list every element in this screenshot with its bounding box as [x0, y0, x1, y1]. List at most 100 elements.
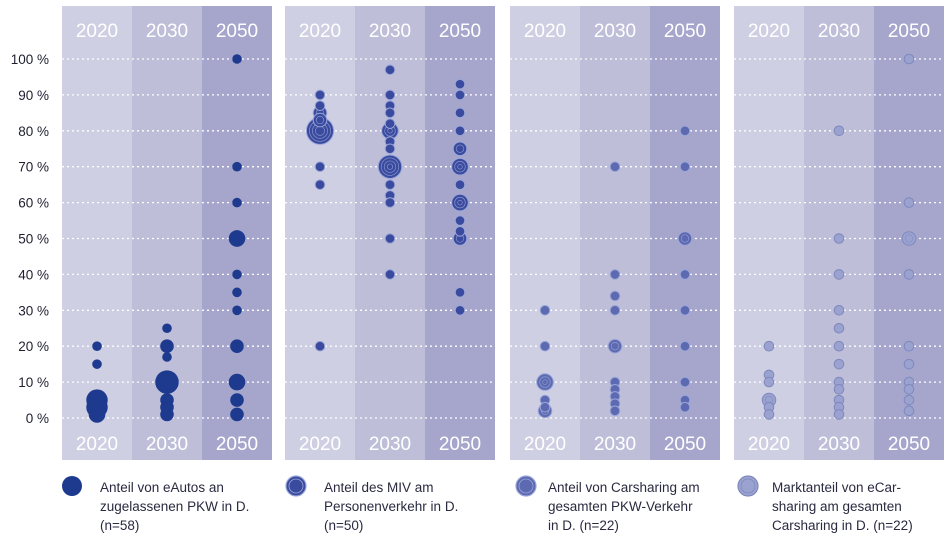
data-bubble — [609, 290, 621, 302]
data-bubble — [903, 405, 915, 417]
data-bubble — [679, 125, 691, 137]
legend-label-line: Marktanteil von eCar- — [772, 480, 901, 495]
data-bubble — [679, 269, 691, 280]
data-bubble — [384, 143, 396, 155]
y-tick-label: 100 % — [11, 52, 49, 67]
panel-3: 2020 2020 2030 2030 2050 2050 — [510, 6, 720, 460]
data-bubble — [232, 305, 242, 316]
column-background-2020 — [734, 6, 804, 460]
column-title-bottom: 2050 — [888, 434, 930, 455]
data-bubble — [384, 197, 396, 208]
data-bubble — [384, 89, 396, 101]
data-bubble-ring — [539, 376, 551, 388]
data-bubble — [228, 373, 246, 391]
data-bubble — [162, 352, 172, 362]
legend-label-line: (n=50) — [324, 518, 363, 533]
data-bubble — [314, 100, 326, 111]
data-bubble — [230, 393, 244, 407]
data-bubble — [377, 154, 403, 179]
data-bubble — [384, 179, 396, 190]
data-bubble — [160, 407, 174, 422]
data-bubble-ring — [454, 161, 466, 173]
y-tick-label: 10 % — [18, 375, 49, 390]
legend-item-1: Anteil von eAutos an zugelassenen PKW in … — [62, 476, 249, 533]
data-bubble-ring — [315, 115, 325, 125]
column-title-bottom: 2050 — [216, 434, 258, 455]
data-bubble-ring — [904, 234, 914, 243]
data-bubble — [454, 179, 466, 190]
legend: Anteil von eAutos an zugelassenen PKW in … — [62, 475, 913, 533]
legend-label-line: Anteil von eAutos an — [100, 480, 224, 495]
legend-item-4: Marktanteil von eCar-sharing am gesamten… — [737, 475, 913, 533]
data-bubble — [903, 358, 915, 370]
legend-label-line: gesamten PKW-Verkehr — [548, 499, 693, 514]
data-bubble — [230, 407, 244, 422]
chart-panels: 2020 2020 2030 2030 2050 2050 2020 2020 2030 2030… — [62, 6, 944, 460]
data-bubble — [679, 376, 691, 388]
y-tick-label: 70 % — [18, 160, 49, 175]
column-title-bottom: 2030 — [818, 434, 860, 455]
data-bubble — [833, 340, 845, 352]
data-bubble — [451, 193, 469, 212]
data-bubble-ring — [542, 379, 548, 385]
data-bubble — [454, 226, 466, 237]
data-bubble-ring — [455, 144, 465, 153]
data-bubble — [454, 287, 466, 298]
data-bubble — [679, 340, 691, 352]
data-bubble — [609, 305, 621, 316]
column-title-bottom: 2020 — [524, 434, 566, 455]
column-background-2030 — [355, 6, 425, 460]
data-bubble — [232, 269, 242, 280]
data-bubble — [384, 269, 396, 280]
data-bubble — [763, 376, 775, 388]
legend-marker — [62, 476, 82, 496]
data-bubble-ring — [386, 163, 394, 170]
y-tick-label: 30 % — [18, 303, 49, 318]
legend-label-line: sharing am gesamten — [772, 499, 902, 514]
data-bubble — [539, 401, 551, 413]
y-tick-label: 0 % — [26, 411, 49, 426]
data-bubble — [903, 269, 915, 280]
data-bubble — [539, 305, 551, 316]
column-title-top: 2050 — [664, 21, 706, 42]
data-bubble — [384, 107, 396, 119]
data-bubble — [833, 322, 845, 334]
data-bubble — [451, 157, 469, 176]
data-bubble — [232, 54, 242, 64]
data-bubble — [452, 141, 468, 157]
panel-2: 2020 2020 2030 2030 2050 2050 — [285, 6, 495, 460]
data-bubble-ring — [680, 234, 690, 243]
data-bubble — [833, 305, 845, 316]
data-bubble — [160, 339, 174, 353]
data-bubble — [384, 118, 396, 129]
data-bubble — [903, 394, 915, 406]
data-bubble — [833, 358, 845, 370]
data-bubble-ring — [383, 160, 397, 173]
data-bubble — [454, 78, 466, 90]
column-title-top: 2030 — [146, 21, 188, 42]
panel-4: 2020 2020 2030 2030 2050 2050 — [734, 6, 944, 460]
column-title-bottom: 2020 — [299, 434, 341, 455]
data-bubble — [314, 340, 326, 352]
column-background-2020 — [62, 6, 132, 460]
data-bubble — [833, 269, 845, 280]
data-bubble — [833, 409, 845, 420]
y-tick-label: 20 % — [18, 339, 49, 354]
data-bubble — [901, 231, 917, 246]
legend-label-line: Personenverkehr in D. — [324, 499, 458, 514]
legend-label-line: Carsharing in D. (n=22) — [772, 518, 913, 533]
column-title-bottom: 2030 — [369, 434, 411, 455]
data-bubble — [314, 179, 326, 190]
data-bubble — [903, 383, 915, 395]
column-title-top: 2030 — [818, 21, 860, 42]
data-bubble — [679, 401, 691, 413]
data-bubble — [230, 339, 244, 353]
y-tick-label: 90 % — [18, 88, 49, 103]
y-axis: 0 % 10 % 20 % 30 % 40 % 50 % 60 % 70 % 80 % 90 % 1… — [11, 52, 49, 426]
data-bubble — [763, 340, 775, 352]
legend-label-line: (n=58) — [100, 518, 139, 533]
data-bubble — [92, 341, 102, 352]
data-bubble — [88, 406, 106, 423]
column-title-top: 2050 — [888, 21, 930, 42]
